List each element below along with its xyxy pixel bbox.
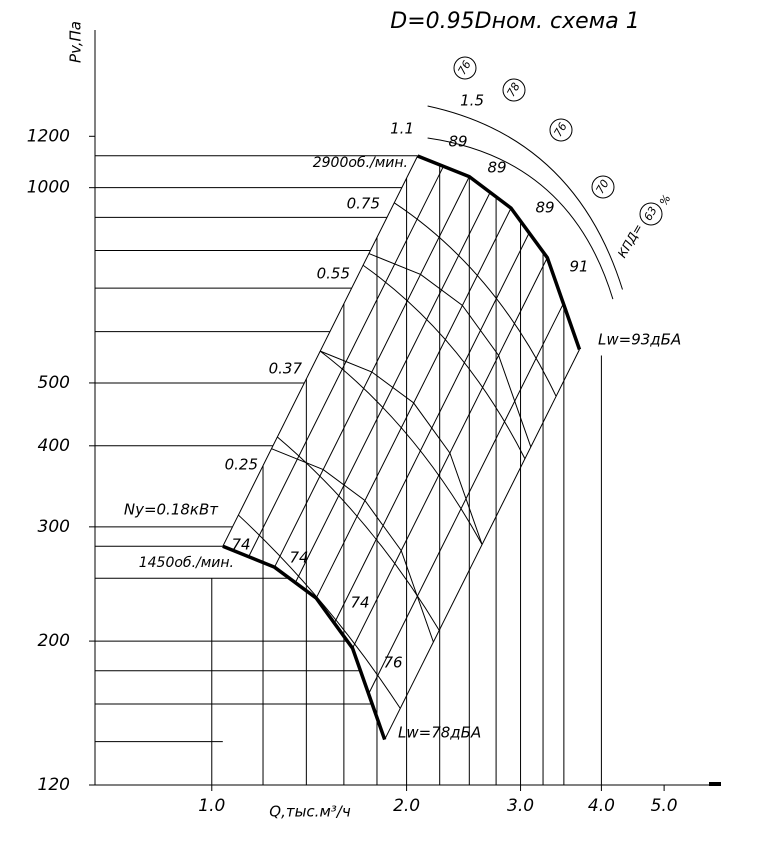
efficiency-circle	[549, 118, 573, 142]
power-label: 0.25	[225, 456, 258, 474]
fan-curve	[222, 544, 387, 741]
efficiency-circle	[453, 56, 477, 80]
efficiency-label: 91	[569, 258, 588, 276]
power-arc	[319, 350, 483, 545]
efficiency-circled: 63	[641, 204, 659, 223]
system-line	[294, 192, 491, 583]
efficiency-circled: 76	[455, 58, 473, 77]
efficiency-circle	[591, 175, 615, 199]
power-arc	[277, 436, 440, 631]
series-label: 1450об./мин.	[139, 555, 234, 571]
y-tick-label: 300	[38, 517, 70, 537]
efficiency-circled: 76	[551, 120, 569, 139]
power-arc	[362, 264, 526, 459]
efficiency-label: 74	[350, 594, 369, 612]
efficiency-label: 74	[289, 549, 308, 567]
y-tick-label: 120	[38, 775, 70, 795]
system-line	[222, 155, 419, 547]
system-line	[368, 303, 564, 695]
x-tick-label: 3.0	[507, 796, 534, 816]
chart-title: D=0.95Dном. схема 1	[390, 9, 639, 34]
efficiency-arc	[427, 137, 614, 300]
corner-mark	[709, 782, 721, 786]
efficiency-unit: %	[657, 192, 673, 208]
efficiency-label: 89	[487, 159, 506, 177]
power-label: 0.55	[317, 265, 350, 283]
power-label: 0.37	[269, 360, 303, 378]
y-tick-label: 1000	[27, 178, 70, 198]
power-label: 0.75	[347, 195, 380, 213]
efficiency-circle	[639, 202, 663, 226]
x-tick-label: 5.0	[651, 796, 678, 816]
efficiency-prefix: КПД=	[615, 221, 646, 260]
efficiency-label: 74	[231, 536, 250, 554]
y-tick-label: 500	[38, 373, 70, 393]
series-label: 2900об./мин.	[313, 155, 408, 171]
system-line	[248, 166, 444, 557]
power-arc	[393, 202, 557, 397]
efficiency-circled: 78	[504, 80, 522, 99]
efficiency-circle	[502, 78, 526, 102]
noise-label: Lw=93дБА	[598, 331, 681, 349]
fan-curve	[416, 154, 582, 351]
system-line	[333, 232, 530, 624]
power-label: Ny=0.18кВт	[124, 501, 219, 519]
y-tick-label: 400	[38, 436, 70, 456]
x-tick-label: 1.0	[198, 796, 225, 816]
efficiency-label: 89	[448, 133, 467, 151]
system-line	[315, 207, 512, 599]
system-line	[352, 257, 548, 649]
power-label: 1.5	[460, 92, 484, 110]
power-label: 1.1	[390, 120, 414, 138]
x-tick-label: 4.0	[588, 796, 615, 816]
y-axis-label: Pv,Па	[67, 21, 85, 63]
power-arc	[238, 514, 401, 709]
noise-label: Lw=78дБА	[398, 724, 481, 742]
efficiency-label: 76	[383, 654, 402, 672]
y-tick-label: 1200	[27, 126, 70, 146]
x-tick-label: 2.0	[393, 796, 420, 816]
efficiency-arc	[427, 105, 623, 290]
system-line	[274, 176, 470, 568]
efficiency-circled: 70	[593, 177, 611, 196]
efficiency-label: 89	[535, 199, 554, 217]
y-tick-label: 200	[38, 631, 70, 651]
x-axis-label: Q,тыс.м³/ч	[269, 803, 351, 821]
